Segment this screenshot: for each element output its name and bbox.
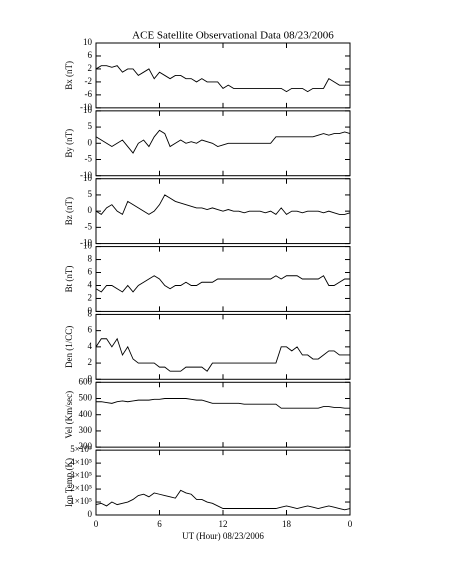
y-tick-label: -10 [80,170,92,180]
y-tick-label: 1×10⁵ [70,496,92,506]
y-tick-label: 5 [88,121,93,131]
y-axis-label: Den (1/CC) [64,326,74,368]
y-axis-label: Ion Temp (K) [64,458,74,507]
y-tick-label: 0 [88,137,93,147]
y-tick-label: 2 [88,63,93,73]
y-axis-label: Bx (nT) [64,61,74,90]
y-tick-label: 10 [83,37,93,47]
y-tick-label: 6 [88,50,93,60]
panel-frame [95,110,351,177]
y-tick-label: 4×10⁵ [70,457,92,467]
x-axis-label: UT (Hour) 08/23/2006 [182,531,264,541]
y-tick-label: 600 [79,376,93,386]
x-tick-label: 0 [348,519,353,529]
y-tick-label: -5 [85,154,93,164]
panel-frame [95,313,351,380]
y-tick-label: 6 [88,267,93,277]
y-tick-label: -5 [85,221,93,231]
data-line [95,489,351,511]
y-tick-label: 0 [88,205,93,215]
data-line [95,337,350,372]
y-axis-label: Bt (nT) [64,266,74,293]
y-tick-label: 2×10⁵ [70,483,92,493]
y-tick-label: 5×10⁵ [70,444,92,454]
y-tick-label: 8 [88,308,93,318]
y-tick-label: 200 [79,441,93,451]
x-tick-label: 12 [219,519,228,529]
y-tick-label: 0 [88,373,93,383]
data-line [95,65,350,93]
y-tick-label: 0 [88,305,93,315]
y-tick-label: -10 [80,102,92,112]
y-axis-label: Bz (nT) [64,197,74,225]
y-tick-label: 10 [83,105,93,115]
y-tick-label: 4 [88,341,93,351]
y-tick-label: 5 [88,189,93,199]
y-tick-label: 2 [88,293,93,303]
panel-frame [95,381,351,448]
y-tick-label: -10 [80,238,92,248]
y-tick-label: 2 [88,357,93,367]
panel-frame [95,42,351,109]
y-tick-label: -2 [85,76,93,86]
data-line [95,275,350,293]
y-tick-label: 8 [88,254,93,264]
x-tick-label: 6 [157,519,162,529]
x-tick-label: 18 [282,519,292,529]
panel-frame [95,449,351,516]
y-tick-label: 300 [79,425,93,435]
y-tick-label: -6 [85,89,93,99]
chart-title: ACE Satellite Observational Data 08/23/2… [132,30,334,42]
y-axis-label: Vel (Km/sec) [64,391,74,439]
y-axis-label: By (nT) [64,129,74,158]
data-line [95,129,351,154]
y-tick-label: 6 [88,325,93,335]
x-tick-label: 0 [94,519,99,529]
y-tick-label: 0 [88,509,93,519]
y-tick-label: 10 [83,173,93,183]
data-line [95,194,351,216]
y-tick-label: 500 [79,393,93,403]
y-tick-label: 400 [79,409,93,419]
y-tick-label: 4 [88,280,93,290]
data-line [96,398,350,409]
y-tick-label: 3×10⁵ [70,470,92,480]
y-tick-label: 10 [83,241,93,251]
